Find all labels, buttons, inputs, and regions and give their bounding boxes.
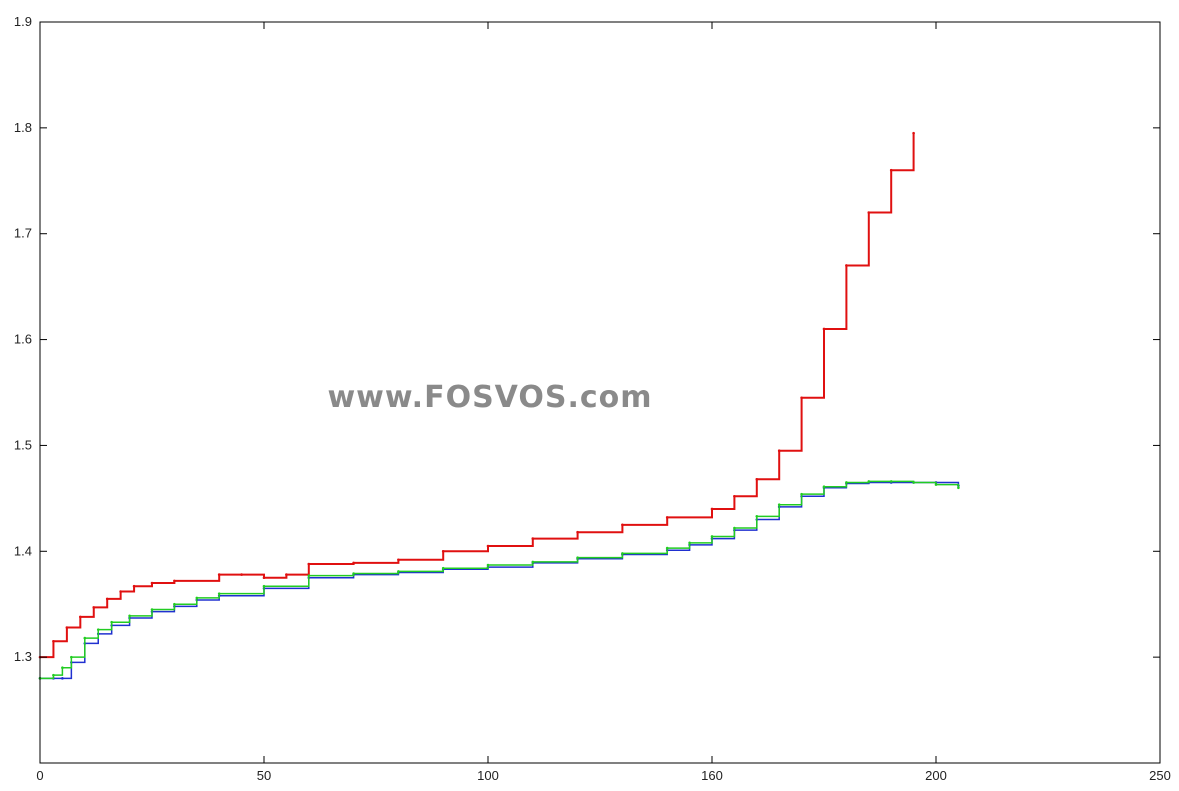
series-3-point (822, 485, 826, 489)
series-1-point (777, 449, 781, 453)
series-3-point (934, 483, 938, 486)
y-tick-label: 1.8 (14, 120, 32, 135)
series-1-point (531, 537, 535, 540)
series-3-point (96, 628, 100, 631)
x-tick-label: 50 (257, 768, 271, 783)
series-1-point (119, 590, 122, 593)
series-3-point (777, 503, 781, 507)
series-1-point (800, 396, 803, 400)
series-1-point (92, 606, 96, 609)
series-1-point (576, 530, 579, 534)
series-1-point (441, 549, 445, 553)
y-tick-label: 1.4 (14, 543, 32, 558)
y-tick-label: 1.3 (14, 649, 32, 664)
series-1-point (307, 562, 311, 566)
series-1-point (173, 579, 176, 583)
series-layer (38, 131, 960, 680)
series-3-point (352, 572, 355, 575)
series-1-point (65, 626, 69, 629)
series-3-point (665, 546, 669, 550)
series-3-point (173, 602, 176, 606)
series-1-point (79, 615, 82, 619)
series-1-point (262, 576, 266, 580)
series-1-point (665, 516, 669, 519)
plot-frame (39, 21, 1161, 764)
series-3-point (531, 560, 535, 564)
series-1-point (867, 211, 871, 214)
x-tick-label: 200 (925, 768, 947, 783)
plot-background (40, 22, 1160, 763)
y-tick-label: 1.9 (14, 14, 32, 29)
series-1-point (710, 507, 714, 511)
series-3-point (307, 574, 311, 577)
series-1-point (621, 523, 624, 527)
series-1-point (240, 573, 243, 576)
series-1-point (755, 478, 759, 481)
series-line-1 (40, 133, 915, 659)
series-1-point (845, 264, 848, 267)
series-1-point (486, 544, 490, 548)
series-1-point (912, 131, 915, 135)
series-3-point (83, 636, 87, 640)
series-3-point (576, 556, 579, 559)
series-3-point (755, 515, 759, 518)
series-3-point (195, 596, 199, 600)
series-1-point (397, 558, 400, 562)
y-tick-label: 1.7 (14, 226, 32, 241)
series-1-point (285, 573, 288, 576)
series-1-point (52, 639, 55, 643)
series-3-point (128, 614, 131, 618)
series-3-point (710, 535, 714, 538)
series-3-point (217, 592, 221, 595)
series-3-point (397, 570, 400, 573)
series-3-point (262, 584, 266, 588)
series-3-point (61, 666, 64, 670)
series-3-point (957, 486, 960, 490)
series-3-point (621, 552, 624, 555)
series-3-point (845, 481, 848, 484)
x-tick-label: 100 (477, 768, 499, 783)
series-1-point (217, 573, 221, 576)
series-2-point (61, 677, 64, 680)
series-3-point (52, 673, 55, 677)
series-1-point (105, 597, 109, 601)
x-tick-label: 0 (36, 768, 43, 783)
series-1-point (889, 168, 893, 172)
x-tick-label: 160 (701, 768, 723, 783)
series-1-point (352, 561, 355, 565)
series-3-point (800, 492, 803, 496)
y-tick-label: 1.5 (14, 437, 32, 452)
series-1-point (733, 494, 736, 498)
series-3-point (867, 480, 871, 483)
series-3-point (70, 655, 73, 659)
series-3-point (110, 620, 113, 624)
series-1-point (150, 581, 154, 585)
ticks-layer: 0 50 100 160 200 250 1.3 1.4 1.5 1.6 1.7 1.8 1.9 (14, 14, 1171, 783)
watermark-text: www.FOSVOS.com (327, 380, 652, 415)
series-3-point (441, 566, 445, 570)
series-3-point (912, 481, 915, 484)
series-3-point (486, 563, 490, 567)
y-tick-label: 1.6 (14, 332, 32, 347)
series-3-point (733, 526, 736, 530)
series-3-point (688, 541, 691, 545)
series-3-point (889, 480, 893, 483)
series-3-point (150, 608, 154, 611)
series-1-point (822, 327, 826, 331)
x-tick-label: 250 (1149, 768, 1171, 783)
series-1-point (132, 584, 136, 588)
